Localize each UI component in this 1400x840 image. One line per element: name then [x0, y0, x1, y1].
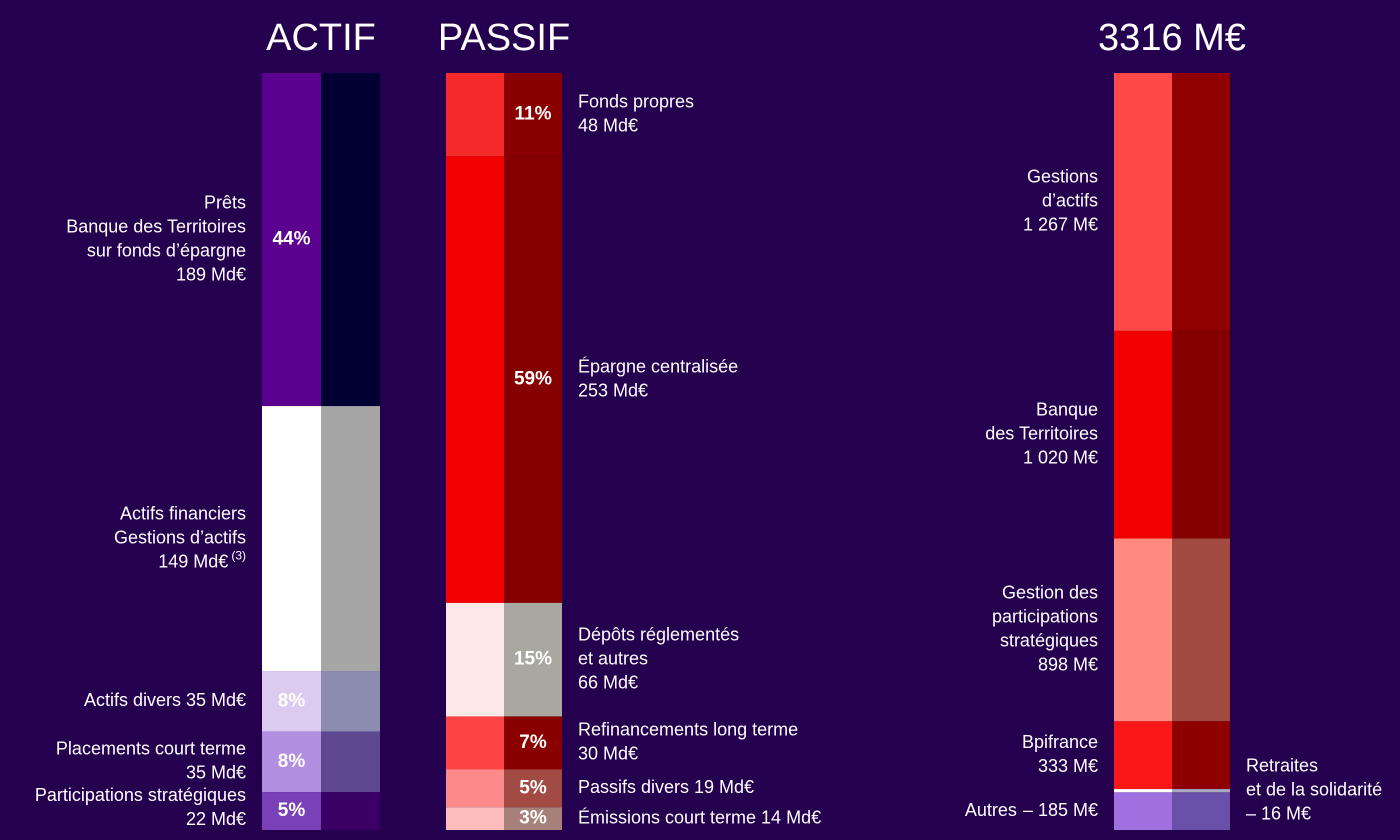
footnote-mark: (3): [231, 549, 246, 563]
segment-label-name: Autres: [965, 800, 1017, 820]
segment-value-label: – 185 M€: [1023, 800, 1098, 820]
segment-label: 189 Md€: [176, 264, 246, 284]
segment-label: Placements court terme: [56, 739, 246, 759]
segment-value-label: 898 M€: [1038, 655, 1098, 675]
segment-label: Refinancements long terme: [578, 720, 798, 740]
segment-value-label: 333 M€: [1038, 756, 1098, 776]
segment-label: Retraites: [1246, 755, 1318, 775]
segment: [446, 807, 504, 830]
percent-label: 7%: [519, 732, 547, 753]
segment: [262, 671, 321, 732]
segment-label: Gestion des: [1002, 583, 1098, 603]
percent-label: 5%: [519, 777, 547, 798]
segment: [446, 156, 504, 603]
segment-label: 149 Md€ (3): [158, 549, 246, 572]
segment-label: 253 Md€: [578, 380, 648, 400]
segment-shade: [321, 406, 380, 672]
percent-label: 5%: [278, 800, 306, 821]
segment-value-label: 1 020 M€: [1023, 447, 1098, 467]
segment-label: stratégiques: [1000, 631, 1098, 651]
segment-label-amount: 149 Md€: [158, 551, 228, 571]
segment-label: 35 Md€: [186, 763, 246, 783]
segment-shade: [504, 73, 562, 157]
segment-label: participations: [992, 607, 1098, 627]
segment-shade: [1172, 792, 1230, 830]
percent-label: 44%: [272, 229, 310, 250]
segment-label: et de la solidarité: [1246, 779, 1382, 799]
segment-shade: [504, 156, 562, 603]
segment: [1114, 73, 1172, 331]
segment-label: Banque des Territoires: [66, 216, 246, 236]
segment-shade: [504, 602, 562, 717]
segment: [262, 406, 321, 672]
segment: [446, 602, 504, 717]
segment: [446, 716, 504, 770]
percent-label: 35%: [272, 528, 310, 549]
segment-shade: [1172, 789, 1230, 793]
segment-label: 22 Md€: [186, 809, 246, 829]
segment-shade: [504, 716, 562, 770]
segment: [1114, 330, 1172, 539]
percent-label: 3%: [519, 808, 547, 829]
segment-label: Gestions d’actifs: [114, 527, 246, 547]
segment-shade: [1172, 538, 1230, 722]
segment-label: Actifs divers 35 Md€: [84, 690, 246, 710]
segment: [1114, 538, 1172, 722]
segment: [262, 73, 321, 407]
segment-label: Dépôts réglementés: [578, 624, 739, 644]
segment-label: 30 Md€: [578, 744, 638, 764]
segment-shade: [1172, 73, 1230, 331]
segment-label: Prêts: [204, 192, 246, 212]
percent-label: 8%: [278, 690, 306, 711]
segment-value-label: – 16 M€: [1246, 803, 1311, 823]
segment-label: 66 Md€: [578, 672, 638, 692]
segment: [1114, 721, 1172, 790]
segment-shade: [321, 73, 380, 407]
segment-shade: [321, 731, 380, 793]
percent-label: 15%: [514, 649, 552, 670]
segment-shade: [321, 671, 380, 732]
column-title: 3316 M€: [1098, 17, 1246, 59]
segment: [1114, 789, 1172, 793]
segment: [1114, 792, 1172, 830]
segment: [446, 73, 504, 157]
segment-label: Bpifrance: [1022, 732, 1098, 752]
segment-label: des Territoires: [985, 423, 1098, 443]
percent-label: 11%: [515, 104, 552, 125]
percent-label: 59%: [514, 369, 552, 390]
segment-label: sur fonds d’épargne: [87, 240, 246, 260]
segment: [446, 769, 504, 808]
segment: [262, 792, 321, 830]
segment-label: Épargne centralisée: [578, 356, 738, 376]
percent-label: 8%: [278, 751, 306, 772]
segment-label: et autres: [578, 648, 648, 668]
segment-label: 48 Md€: [578, 115, 638, 135]
segment-label: Participations stratégiques: [35, 785, 246, 805]
column-title: PASSIF: [438, 17, 570, 59]
segment-shade: [504, 807, 562, 830]
segment-value-label: 1 267 M€: [1023, 215, 1098, 235]
segment: [262, 731, 321, 793]
segment-shade: [1172, 330, 1230, 539]
segment-label: Passifs divers 19 Md€: [578, 777, 754, 797]
segment-label: Banque: [1036, 399, 1098, 419]
segment-label: Fonds propres: [578, 91, 694, 111]
segment-label: Autres – 185 M€: [965, 800, 1098, 820]
segment-label: Émissions court terme 14 Md€: [578, 807, 821, 827]
segment-label: Gestions: [1027, 167, 1098, 187]
column-title: ACTIF: [266, 17, 376, 59]
segment-shade: [504, 769, 562, 808]
segment-label: d’actifs: [1042, 191, 1098, 211]
segment-shade: [1172, 721, 1230, 790]
segment-shade: [321, 792, 380, 830]
segment-label: Actifs financiers: [120, 503, 246, 523]
